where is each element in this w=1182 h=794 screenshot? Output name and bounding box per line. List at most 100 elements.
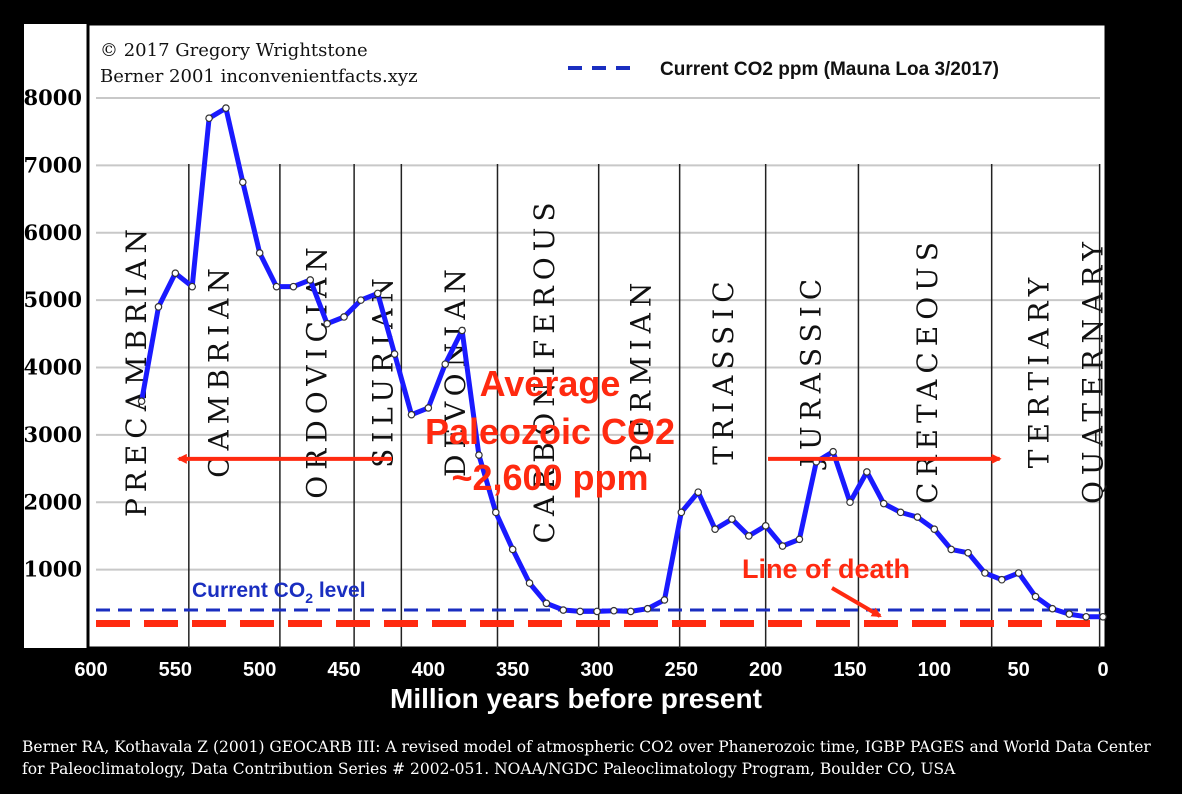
- data-point-300: [593, 607, 601, 616]
- data-point-340: [525, 579, 534, 587]
- x-tick-400: 400: [412, 659, 445, 681]
- co2-chart: PRECAMBRIAN CAMBRIAN ORDOVICIAN SILURIAN DEV…: [24, 22, 1110, 714]
- data-point-320: [559, 606, 568, 614]
- data-point-150: [846, 498, 854, 507]
- current-co2-label-text: Current CO: [192, 579, 305, 602]
- data-point-520: [222, 104, 230, 112]
- legend: Current CO2 ppm (Mauna Loa 3/2017): [568, 59, 999, 80]
- data-point-420: [390, 350, 399, 358]
- data-point-480: [289, 282, 298, 291]
- data-point-270: [643, 604, 652, 613]
- series-line-0: [139, 105, 1103, 620]
- data-point-200: [761, 522, 770, 530]
- data-point-10: [1082, 612, 1090, 621]
- period-label-jurassic: JURASSIC: [795, 273, 828, 470]
- data-point-160: [829, 447, 837, 456]
- data-point-210: [744, 532, 753, 540]
- data-point-460: [323, 319, 331, 328]
- y-axis-ticks: 1000 2000 3000 4000 5000 6000 7000 8000: [24, 85, 82, 582]
- current-co2-label: Current CO2 level: [192, 579, 366, 606]
- data-point-60: [997, 575, 1006, 584]
- data-point-130: [879, 499, 888, 508]
- data-point-540: [188, 282, 197, 291]
- data-point-490: [272, 282, 281, 291]
- data-point-70: [981, 569, 989, 577]
- data-point-380: [458, 326, 466, 335]
- data-point-230: [711, 525, 719, 534]
- data-point-220: [728, 515, 736, 523]
- data-point-500: [255, 249, 264, 257]
- data-point-390: [441, 360, 450, 368]
- data-point-110: [913, 513, 922, 521]
- credit-line-2: Berner 2001 inconvenientfacts.xyz: [100, 66, 418, 87]
- x-tick-300: 300: [580, 659, 613, 681]
- period-label-triassic: TRIASSIC: [707, 275, 740, 464]
- data-point-430: [373, 289, 382, 298]
- data-point-530: [205, 114, 213, 123]
- plot-area: [86, 22, 1108, 650]
- line-of-death-label: Line of death: [742, 554, 910, 584]
- average-label-line3: ~2,600 ppm: [451, 457, 648, 498]
- x-tick-250: 250: [665, 659, 698, 681]
- x-tick-50: 50: [1008, 659, 1030, 681]
- data-point-510: [239, 178, 247, 187]
- credit-box: © 2017 Gregory Wrightstone Berner 2001 i…: [94, 30, 422, 92]
- y-tick-5000: 5000: [24, 287, 82, 312]
- data-point-310: [576, 607, 584, 616]
- data-point-120: [896, 508, 905, 517]
- x-tick-550: 550: [159, 659, 192, 681]
- data-point-280: [626, 607, 635, 616]
- y-tick-2000: 2000: [24, 489, 82, 514]
- average-label-line1: Average: [480, 363, 621, 404]
- period-label-carboniferous: CARBONIFEROUS: [528, 196, 561, 543]
- period-label-tertiary: TERTIARY: [1022, 272, 1055, 468]
- credit-line-1: © 2017 Gregory Wrightstone: [100, 40, 368, 61]
- data-point-190: [778, 542, 787, 550]
- line-of-death-annotation: Line of death: [742, 554, 910, 618]
- average-annotation: Average Paleozoic CO2 ~2,600 ppm: [176, 363, 1002, 498]
- data-point-140: [863, 468, 871, 476]
- line-of-death-arrow: [830, 586, 882, 618]
- y-tick-6000: 6000: [24, 220, 82, 245]
- data-point-350: [508, 545, 517, 554]
- data-point-330: [542, 599, 551, 608]
- x-tick-100: 100: [918, 659, 951, 681]
- data-point-370: [475, 451, 483, 459]
- data-point-30: [1048, 604, 1057, 613]
- x-tick-200: 200: [749, 659, 782, 681]
- svg-text:Current CO2 level: Current CO2 level: [192, 579, 366, 606]
- y-tick-1000: 1000: [24, 557, 82, 582]
- data-point-570: [137, 397, 146, 405]
- data-point-250: [677, 508, 686, 517]
- data-point-550: [171, 269, 180, 277]
- data-point-80: [964, 548, 972, 557]
- data-point-100: [930, 525, 939, 534]
- data-point-260: [660, 596, 669, 604]
- data-point-470: [306, 276, 315, 284]
- current-co2-label-suffix: level: [313, 579, 366, 602]
- y-tick-7000: 7000: [24, 152, 82, 177]
- period-boundaries: [188, 164, 1101, 648]
- reference-lines: [96, 608, 1100, 628]
- period-label-quaternary: QUATERNARY: [1076, 236, 1109, 504]
- data-point-240: [694, 488, 703, 496]
- x-tick-450: 450: [327, 659, 360, 681]
- x-tick-500: 500: [243, 659, 276, 681]
- x-axis-ticks: 600 550 500 450 400 350 300 250 200 150 100 50 0: [74, 659, 1108, 681]
- data-point-290: [610, 606, 618, 615]
- y-tick-4000: 4000: [24, 355, 82, 380]
- data-point-20: [1065, 610, 1074, 618]
- data-point-40: [1031, 592, 1040, 601]
- data-point-400: [424, 404, 433, 412]
- x-tick-600: 600: [74, 659, 107, 681]
- co2-series: [137, 104, 1107, 621]
- data-point-410: [407, 410, 416, 419]
- period-label-cretaceous: CRETACEOUS: [911, 236, 944, 504]
- period-label-permian: PERMIAN: [624, 277, 657, 464]
- x-tick-0: 0: [1097, 659, 1108, 681]
- data-point-90: [947, 545, 956, 554]
- period-label-silurian: SILURIAN: [366, 272, 399, 468]
- data-point-560: [154, 303, 163, 311]
- y-tick-3000: 3000: [24, 422, 82, 447]
- data-point-180: [795, 535, 804, 544]
